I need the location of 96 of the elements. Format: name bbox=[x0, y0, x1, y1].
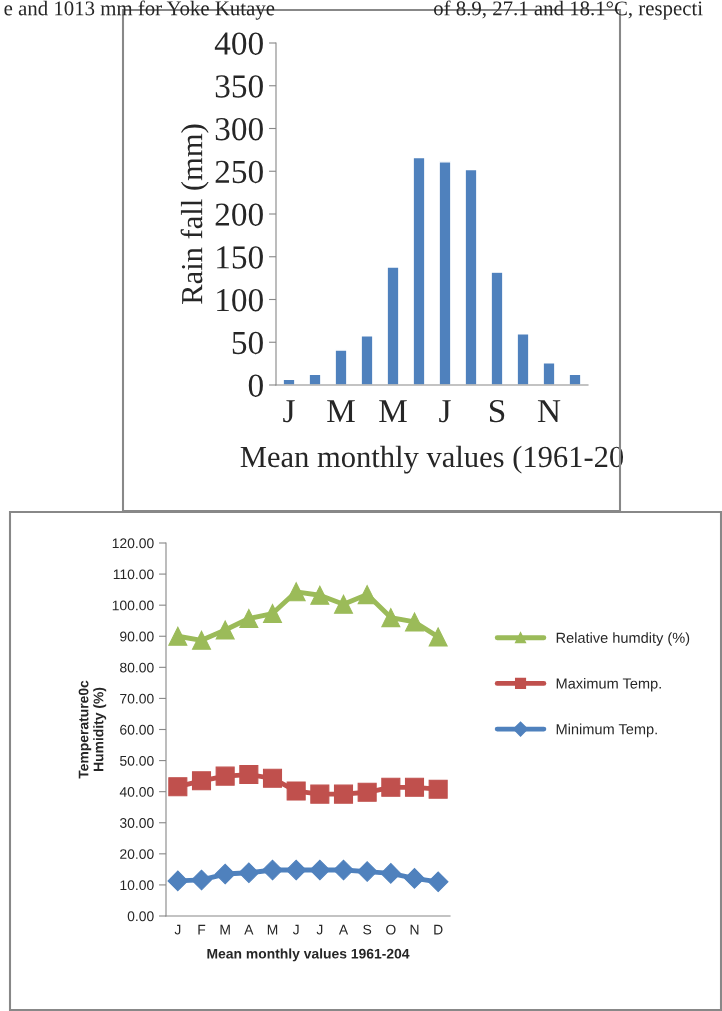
x-tick-label: S bbox=[489, 399, 505, 423]
point bbox=[191, 869, 212, 891]
x-tick-label: S bbox=[363, 924, 372, 935]
point bbox=[380, 863, 402, 884]
bar bbox=[360, 335, 374, 385]
x-tick-label: A bbox=[244, 924, 254, 935]
point bbox=[333, 594, 354, 614]
bar bbox=[438, 161, 452, 385]
y-tick-label: 70.00 bbox=[120, 693, 154, 704]
point bbox=[404, 612, 425, 632]
y-tick-label: 120.00 bbox=[112, 538, 154, 549]
y-tick-label: 0 bbox=[248, 374, 263, 397]
x-tick-label: A bbox=[338, 924, 349, 935]
y-tick-label: 90.00 bbox=[120, 631, 154, 642]
point bbox=[168, 777, 188, 797]
y-tick-label: 250 bbox=[215, 160, 263, 184]
x-tick-label: N bbox=[410, 924, 419, 935]
point bbox=[381, 608, 401, 628]
bar bbox=[568, 373, 582, 385]
legend-label: Minimum Temp. bbox=[556, 723, 657, 738]
y-tick-label: 100.00 bbox=[112, 600, 154, 611]
point bbox=[333, 784, 354, 804]
point bbox=[239, 608, 259, 629]
bar bbox=[464, 168, 478, 385]
point bbox=[404, 868, 425, 889]
point bbox=[167, 870, 189, 892]
point bbox=[428, 627, 448, 647]
x-tick-label: F bbox=[198, 924, 206, 935]
legend-label: Relative humdity (%) bbox=[556, 632, 690, 646]
y-tick-label: 80.00 bbox=[120, 662, 154, 673]
x-tick-label: M bbox=[327, 400, 355, 423]
point bbox=[168, 626, 188, 646]
x-tick-label: M bbox=[220, 924, 230, 935]
x-axis-title: Mean monthly values 1961-204 bbox=[207, 948, 410, 962]
x-tick-label: D bbox=[434, 924, 443, 935]
y-tick-label: 50 bbox=[232, 331, 263, 355]
y-tick-label: 60.00 bbox=[120, 724, 154, 735]
point bbox=[191, 771, 212, 791]
point bbox=[310, 585, 330, 605]
y-tick-label: 200 bbox=[215, 203, 263, 226]
point bbox=[356, 861, 378, 882]
y-tick-label: 30.00 bbox=[119, 818, 154, 828]
point bbox=[404, 777, 425, 797]
x-tick-label: N bbox=[537, 400, 561, 423]
y-tick-label: 350 bbox=[215, 75, 263, 98]
point bbox=[262, 604, 283, 624]
text: of 8.9, 27.1 and 18.1°C, respecti bbox=[433, 0, 703, 20]
point bbox=[214, 863, 236, 885]
x-tick-label: J bbox=[174, 924, 181, 935]
point bbox=[428, 779, 448, 799]
x-tick-label: O bbox=[386, 924, 396, 935]
y-tick-label: 10.00 bbox=[120, 880, 154, 891]
y-tick-label: 100 bbox=[217, 288, 263, 312]
y-tick-label: 0.00 bbox=[127, 911, 154, 922]
x-axis-title: Mean monthly values (1961-20 bbox=[240, 445, 624, 474]
bar bbox=[308, 373, 322, 385]
bar bbox=[516, 333, 530, 385]
y-tick-label: 400 bbox=[214, 32, 263, 55]
point bbox=[215, 766, 235, 786]
bar bbox=[490, 271, 504, 385]
point bbox=[310, 784, 330, 804]
y-axis-title: Temperature0c Humidity (%) bbox=[78, 680, 107, 779]
point bbox=[309, 859, 331, 881]
bar bbox=[542, 362, 556, 385]
point bbox=[191, 630, 212, 650]
bar bbox=[334, 349, 348, 385]
bar bbox=[412, 156, 426, 385]
x-tick-label: J bbox=[439, 400, 451, 423]
y-tick-label: 40.00 bbox=[119, 787, 154, 797]
x-tick-label: M bbox=[379, 400, 407, 423]
text: e and 1013 mm for Yoke Kutaye bbox=[4, 0, 275, 20]
y-tick-label: 300 bbox=[215, 117, 263, 141]
point bbox=[286, 582, 306, 602]
y-tick-label: 110.00 bbox=[113, 569, 154, 580]
point bbox=[357, 585, 377, 605]
y-tick-label: 50.00 bbox=[120, 755, 154, 766]
point bbox=[357, 782, 377, 802]
point bbox=[381, 777, 401, 797]
x-tick-label: M bbox=[267, 924, 278, 935]
x-tick-label: J bbox=[316, 924, 323, 935]
y-axis-title: Rain fall (mm) bbox=[180, 124, 209, 304]
legend-label: Maximum Temp. bbox=[556, 677, 661, 692]
point bbox=[238, 862, 260, 884]
point bbox=[427, 871, 449, 893]
y-tick-label: 20.00 bbox=[120, 849, 154, 859]
x-tick-label: J bbox=[283, 400, 295, 423]
point bbox=[286, 781, 306, 801]
point bbox=[239, 765, 259, 785]
point bbox=[262, 859, 283, 881]
x-tick-label: J bbox=[292, 924, 299, 935]
point bbox=[285, 859, 307, 881]
point bbox=[215, 620, 235, 640]
y-tick-label: 150 bbox=[217, 246, 263, 269]
point bbox=[333, 859, 354, 881]
bar bbox=[386, 266, 400, 385]
point bbox=[262, 768, 283, 788]
